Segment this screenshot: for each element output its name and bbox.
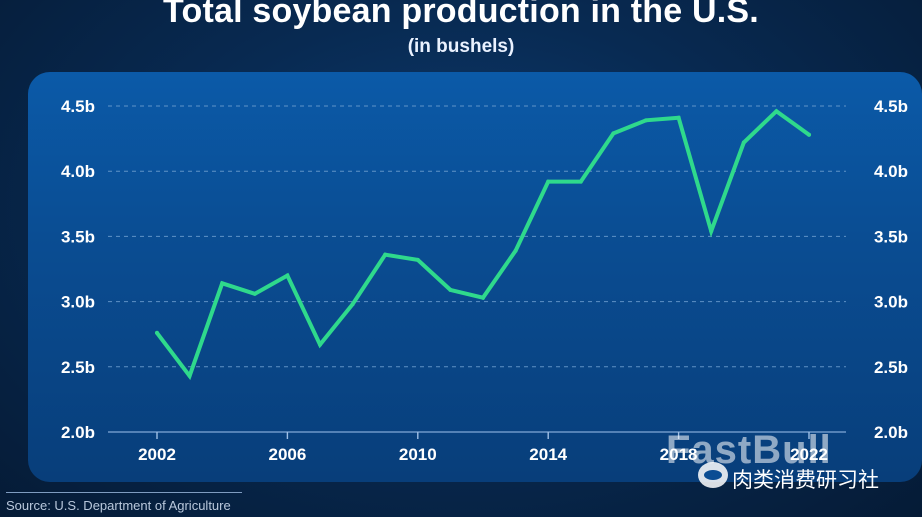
data-point: [285, 273, 290, 278]
x-tick-label: 2010: [399, 445, 437, 464]
data-point: [611, 131, 616, 136]
wechat-watermark-text: 肉类消费研习社: [732, 468, 879, 492]
x-tick-label: 2006: [268, 445, 306, 464]
y-tick-label-right: 3.0b: [874, 293, 908, 312]
y-tick-label-right: 4.0b: [874, 162, 908, 181]
y-tick-label-left: 3.0b: [61, 293, 95, 312]
y-tick-label-right: 4.5b: [874, 97, 908, 116]
data-point: [741, 140, 746, 145]
data-point: [220, 281, 225, 286]
chart-subtitle: (in bushels): [407, 36, 515, 57]
data-point: [807, 132, 811, 137]
x-tick-label: 2014: [529, 445, 567, 464]
data-point: [350, 302, 355, 307]
series-line: [155, 108, 811, 381]
data-point: [383, 252, 388, 257]
data-point: [676, 115, 681, 120]
data-point: [546, 179, 551, 184]
fastbull-watermark-logo: FastBull: [666, 428, 832, 472]
y-tick-label-left: 2.5b: [61, 358, 95, 377]
data-point: [644, 118, 648, 123]
wechat-icon: [698, 462, 728, 488]
chart-title: Total soybean production in the U.S.: [163, 0, 759, 30]
data-point: [318, 342, 322, 347]
data-point: [513, 248, 518, 253]
x-tick-label: 2018: [660, 445, 698, 464]
data-point: [774, 109, 779, 114]
y-tick-label-right: 2.0b: [874, 423, 908, 442]
data-point: [481, 295, 485, 300]
data-point: [578, 179, 583, 184]
x-tick-label: 2002: [138, 445, 176, 464]
data-point: [415, 257, 420, 262]
y-tick-label-right: 3.5b: [874, 227, 908, 246]
source-note: Source: U.S. Department of Agriculture: [6, 498, 231, 513]
data-point: [709, 229, 714, 234]
data-point: [155, 330, 159, 335]
y-tick-label-left: 4.0b: [61, 162, 95, 181]
y-tick-label-left: 4.5b: [61, 97, 95, 116]
data-point: [187, 373, 192, 378]
y-tick-label-right: 2.5b: [874, 358, 908, 377]
source-divider: [6, 492, 242, 493]
data-point: [252, 291, 257, 296]
y-tick-label-left: 2.0b: [61, 423, 95, 442]
x-tick-label: 2022: [790, 445, 828, 464]
y-tick-label-left: 3.5b: [61, 227, 95, 246]
data-point: [448, 287, 453, 292]
chart-panel: [28, 72, 922, 482]
